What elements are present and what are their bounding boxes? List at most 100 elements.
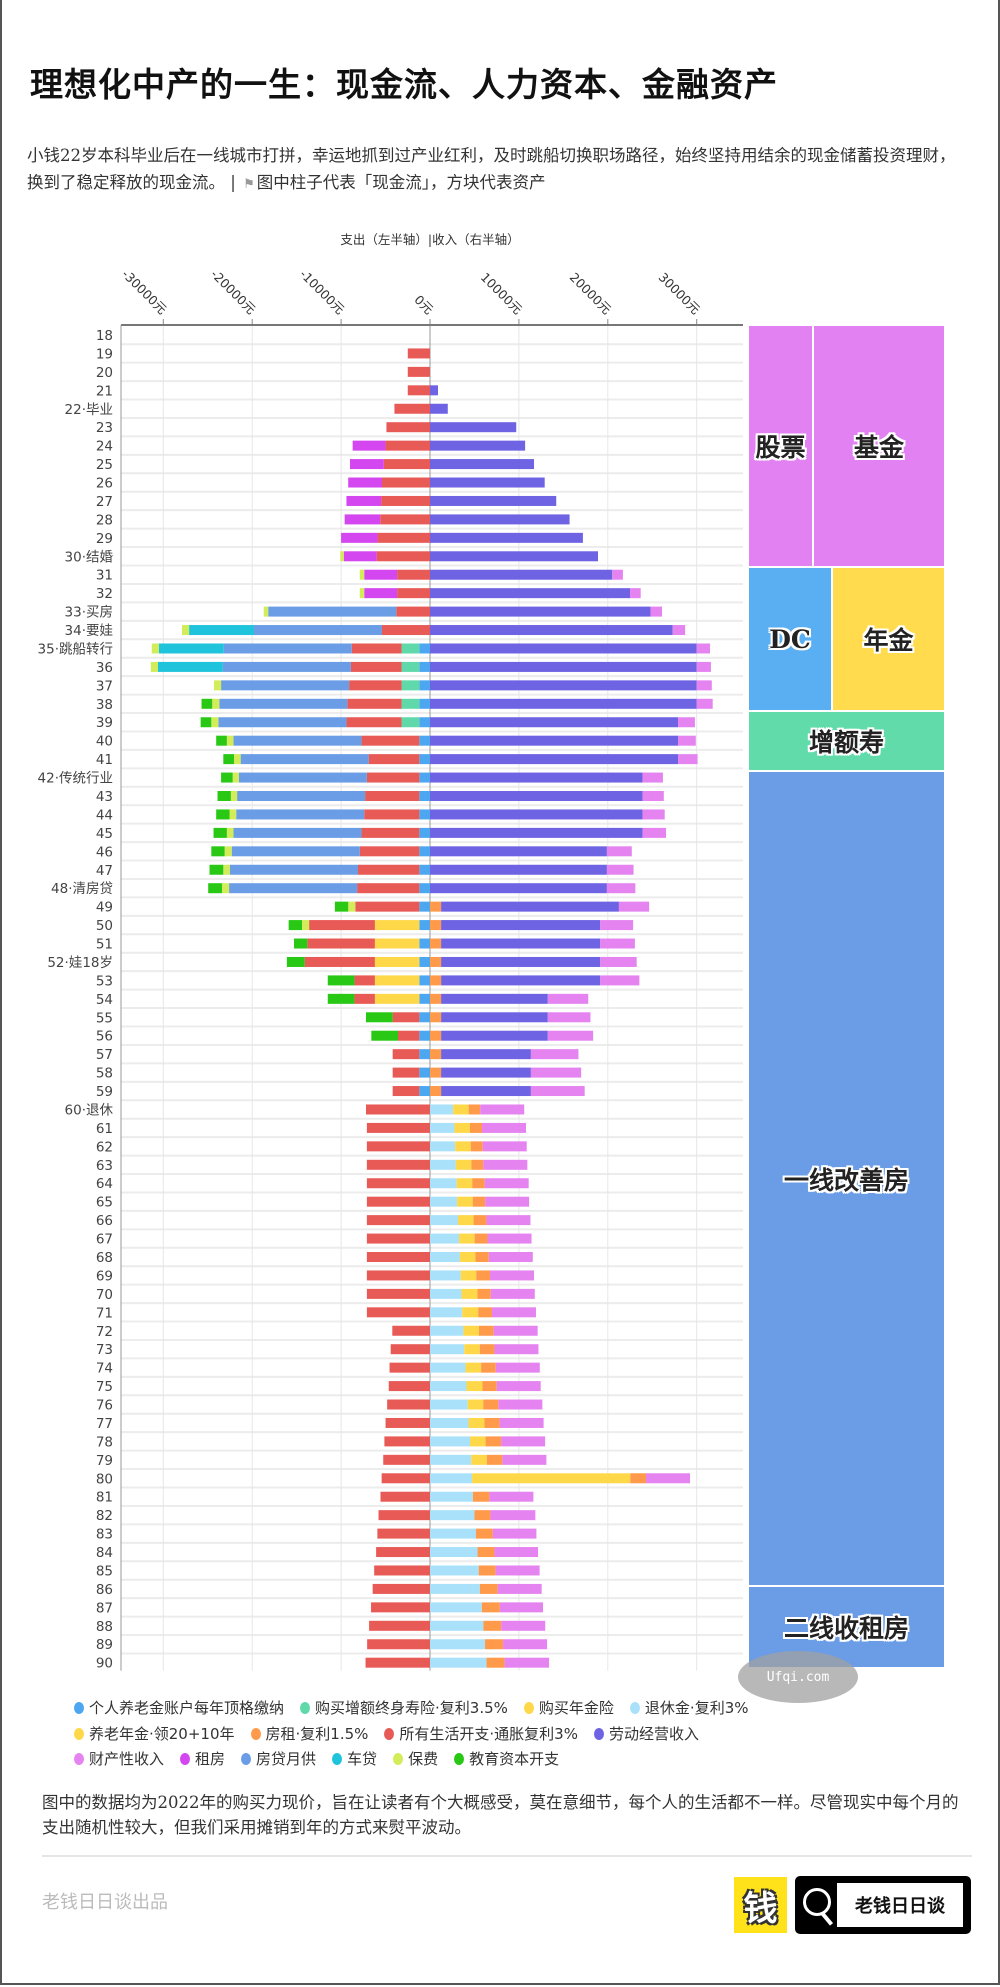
bar-sh-age-39	[346, 717, 402, 728]
legend-item-ld[interactable]: 劳动经营收入	[593, 1722, 699, 1748]
legend-item-jy[interactable]: 教育资本开支	[454, 1747, 559, 1773]
x-tick-label: -20000元	[208, 266, 259, 317]
bar-sh-age-67	[366, 1233, 430, 1244]
y-tick-label: 75	[96, 1379, 113, 1395]
treemap-cell-funds: 基金	[813, 325, 945, 567]
bar-cc-age-39	[678, 717, 695, 728]
bar-ld-age-23	[430, 422, 517, 433]
bar-sh-age-73	[390, 1344, 430, 1355]
bar-tx-age-62	[430, 1141, 456, 1152]
bar-sh-age-24	[385, 440, 430, 451]
bar-cc-age-82	[490, 1510, 536, 1521]
y-tick-label: 25	[96, 457, 113, 473]
bar-tx-age-75	[430, 1381, 467, 1392]
legend-item-fd[interactable]: 房贷月供	[241, 1747, 316, 1773]
bar-sh-age-85	[374, 1565, 430, 1576]
bar-fd-age-36	[222, 661, 351, 672]
bar-sh-age-31	[397, 569, 430, 580]
legend-item-ylnj[interactable]: 养老年金·领20+10年	[74, 1722, 235, 1748]
bar-fz-age-87	[481, 1602, 500, 1613]
bar-sh-age-70	[366, 1288, 430, 1299]
bar-fz-age-73	[479, 1344, 495, 1355]
bar-ylnj-age-62	[455, 1141, 471, 1152]
bar-cc-age-60	[480, 1104, 525, 1115]
legend-item-cc[interactable]: 财产性收入	[74, 1747, 164, 1773]
bar-fz-age-89	[485, 1639, 504, 1650]
legend-item-sh[interactable]: 所有生活开支·通胀复利3%	[384, 1722, 578, 1748]
bar-zes-age-35	[401, 643, 420, 654]
legend-item-zes[interactable]: 购买增额终身寿险·复利3.5%	[300, 1696, 508, 1722]
y-tick-label: 46	[96, 844, 113, 860]
bar-ylnj-age-76	[467, 1399, 484, 1410]
bar-bf-age-36	[150, 661, 158, 672]
legend-item-tx[interactable]: 退休金·复利3%	[629, 1696, 749, 1722]
y-tick-label: 73	[96, 1342, 113, 1358]
bar-sh-age-27	[381, 495, 430, 506]
bar-fz-age-70	[477, 1288, 491, 1299]
bar-ld-age-33	[430, 606, 651, 617]
y-tick-label: 33·买房	[65, 605, 113, 621]
subtitle-text: 小钱22岁本科毕业后在一线城市打拼，幸运地抓到过产业红利，及时跳船切换职场路径，…	[27, 146, 956, 192]
bar-njx-age-53	[374, 975, 420, 986]
bar-ylnj-age-73	[464, 1344, 480, 1355]
bar-sh-age-51	[307, 938, 375, 949]
y-tick-label: 18	[96, 328, 113, 344]
legend-label: 退休金·复利3%	[644, 1699, 749, 1717]
bar-fz-age-56	[430, 1030, 442, 1041]
bar-bf-age-46	[224, 846, 232, 857]
bar-cd-age-35	[158, 643, 224, 654]
bar-fz-age-54	[430, 993, 442, 1004]
bar-jy-age-50	[288, 920, 302, 931]
bar-ld-age-39	[430, 717, 679, 728]
bar-cc-age-45	[642, 827, 667, 838]
bar-fd-age-48	[229, 883, 358, 894]
bar-fz-age-52	[430, 956, 442, 967]
bar-ylnj-age-78	[470, 1436, 486, 1447]
bar-bf-age-35	[151, 643, 159, 654]
bar-sh-age-29	[377, 532, 430, 543]
bar-ylnj-age-71	[462, 1307, 479, 1318]
y-tick-label: 70	[96, 1287, 113, 1303]
legend-item-bf[interactable]: 保费	[393, 1747, 438, 1773]
bar-ld-age-27	[430, 495, 557, 506]
legend-dot-icon	[629, 1702, 640, 1714]
bar-fz-age-59	[430, 1086, 442, 1097]
bar-bf-age-49	[348, 901, 356, 912]
bar-cc-age-63	[483, 1159, 528, 1170]
bar-fd-age-46	[231, 846, 360, 857]
bar-sh-age-19	[407, 348, 430, 359]
logo-badge: 老钱日日谈	[795, 1876, 971, 1934]
bar-bf-age-42	[232, 772, 239, 783]
bar-pa-age-38	[419, 698, 430, 709]
legend-item-cd[interactable]: 车贷	[332, 1747, 377, 1773]
y-tick-label: 80	[96, 1471, 113, 1487]
bar-tx-age-74	[430, 1362, 466, 1373]
bar-tx-age-71	[430, 1307, 463, 1318]
y-tick-label: 78	[96, 1434, 113, 1450]
y-tick-label: 90	[96, 1656, 113, 1672]
bar-cd-age-34	[189, 625, 254, 636]
legend-label: 购买年金险	[538, 1699, 614, 1717]
bar-ld-age-28	[430, 514, 570, 525]
bar-cc-age-81	[489, 1491, 534, 1502]
bar-pa-age-55	[419, 1012, 430, 1023]
treemap-label: 一线改善房	[783, 1165, 909, 1195]
bar-sh-age-84	[376, 1547, 430, 1558]
legend-label: 租房	[195, 1750, 226, 1768]
y-tick-label: 57	[96, 1047, 113, 1063]
legend-item-fz[interactable]: 房租·复利1.5%	[250, 1722, 368, 1748]
bar-bf-age-50	[301, 920, 310, 931]
bar-bf-age-44	[229, 809, 237, 820]
treemap-label: 年金	[863, 626, 914, 655]
x-tick-label: -30000元	[119, 266, 170, 317]
bar-sh-age-53	[354, 975, 375, 986]
bar-ld-age-48	[430, 883, 607, 894]
bar-pa-age-40	[419, 735, 430, 746]
bar-cc-age-68	[488, 1252, 533, 1262]
legend-item-njx[interactable]: 购买年金险	[523, 1696, 614, 1722]
bar-jy-age-43	[217, 791, 231, 801]
legend-item-zf[interactable]: 租房	[180, 1747, 225, 1773]
legend-item-pa[interactable]: 个人养老金账户每年顶格缴纳	[74, 1696, 284, 1722]
legend-label: 所有生活开支·通胀复利3%	[399, 1724, 578, 1743]
